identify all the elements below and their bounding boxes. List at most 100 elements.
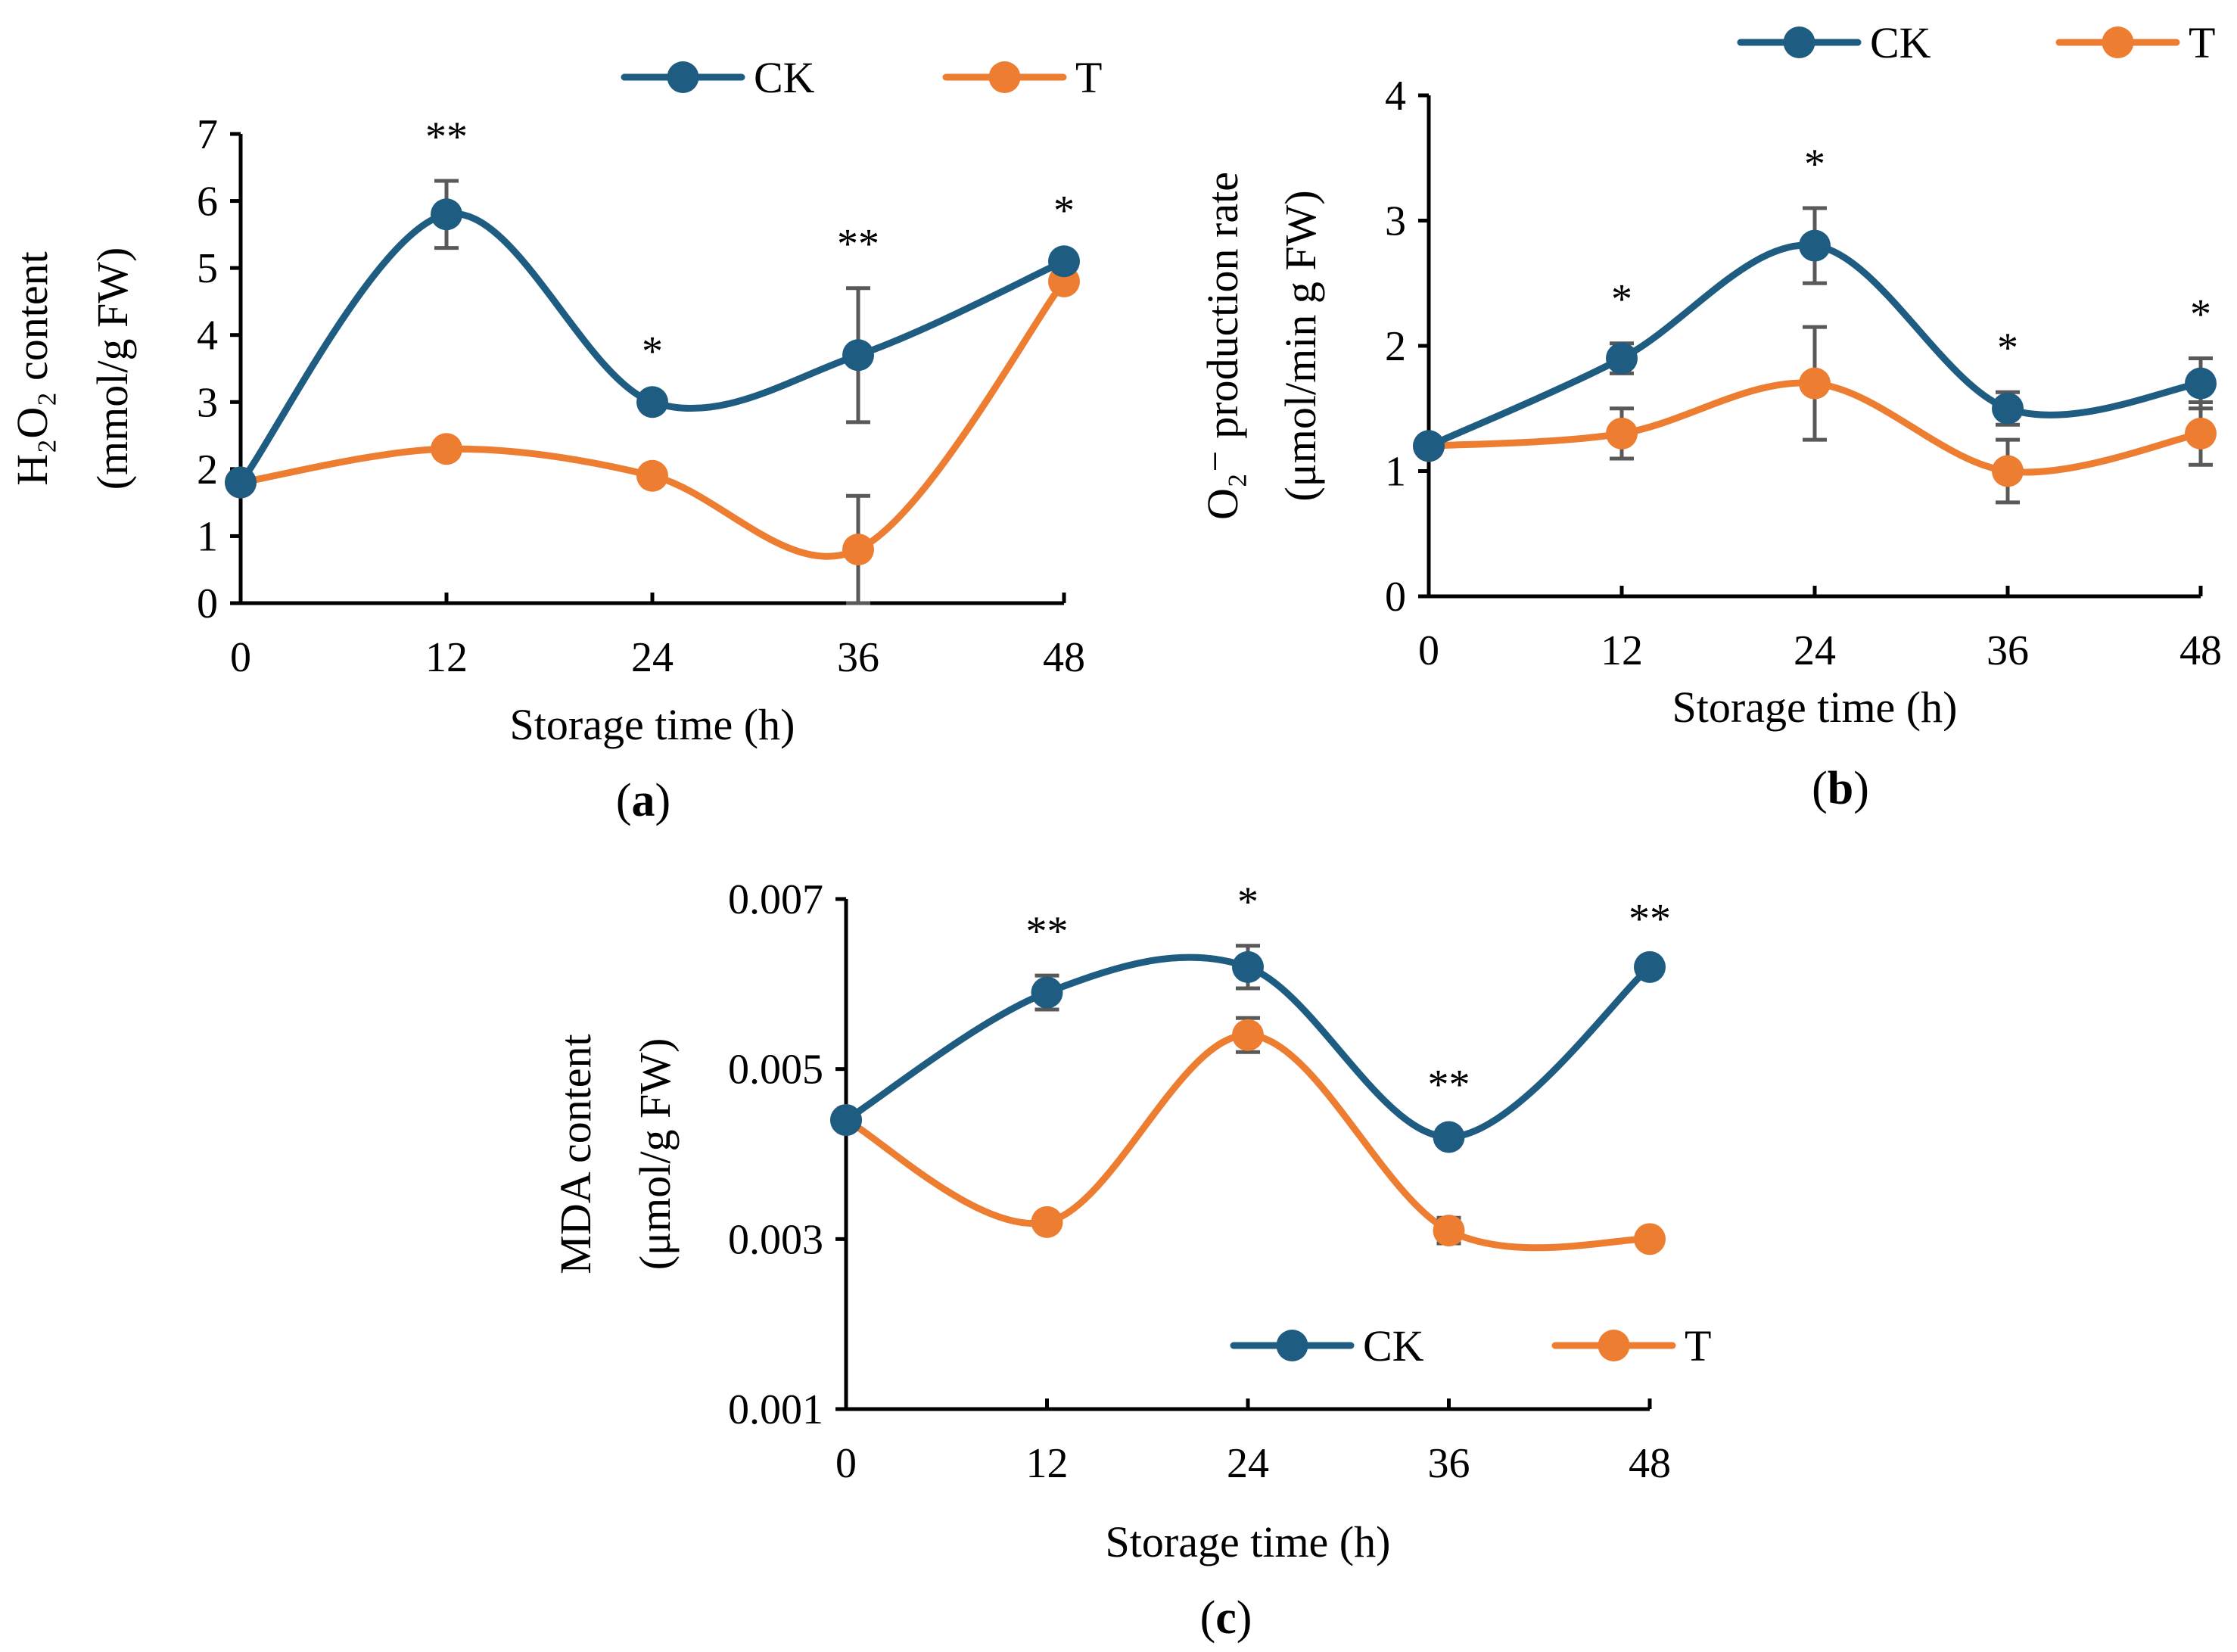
y-tick-label: 0.007 (728, 876, 823, 923)
significance-marker: * (2190, 291, 2211, 338)
chart-c: 0.001 0.003 0.005 0.007 0 12 24 36 48 Storage tim… (551, 876, 1711, 1644)
x-tick-label: 12 (425, 634, 468, 681)
data-point-ck (1799, 229, 1831, 262)
x-tick-label: 48 (1629, 1440, 1671, 1487)
x-axis-title: Storage time (h) (510, 700, 795, 749)
y-tick-label: 0 (197, 580, 218, 627)
data-point-t (1232, 1019, 1264, 1051)
legend-label-t: T (2189, 18, 2215, 67)
data-point-ck (830, 1104, 862, 1137)
data-point-t (1634, 1223, 1666, 1255)
y-axis-title-line2: (μmol/min g FW) (1276, 190, 1325, 501)
y-tick-label: 0.003 (728, 1216, 823, 1263)
significance-marker: ** (1629, 895, 1671, 942)
series-ck (1413, 206, 2217, 462)
y-tick-label: 4 (1385, 73, 1406, 120)
series-ck (225, 179, 1080, 499)
y-tick-label: 1 (1385, 449, 1406, 496)
y-axis-title-line1: O₂⁻ production rate (1198, 172, 1247, 520)
y-tick-label: 3 (1385, 198, 1406, 245)
x-tick-label: 12 (1026, 1440, 1069, 1487)
data-point-ck (1413, 430, 1445, 462)
significance-marker: ** (425, 114, 468, 160)
x-tick-label: 0 (1418, 627, 1439, 674)
y-axis-title-line2: (mmol/g FW) (88, 247, 137, 490)
legend-marker-t (1598, 1330, 1630, 1361)
significance-marker: * (642, 328, 663, 375)
series-line-t (842, 1031, 1654, 1252)
legend-marker-t (988, 61, 1021, 93)
x-tick-label: 48 (1043, 634, 1085, 681)
significance-marker: * (1237, 879, 1259, 926)
y-tick-label: 0.001 (728, 1386, 823, 1433)
y-tick-label: 0.005 (728, 1047, 823, 1094)
data-point-t (1606, 417, 1638, 450)
panel-label: (b) (1812, 763, 1869, 814)
x-tick-label: 24 (1794, 627, 1836, 674)
legend-marker-ck (667, 61, 699, 93)
significance-marker: * (1611, 276, 1632, 323)
data-point-ck (1992, 392, 2024, 425)
data-point-ck (225, 466, 257, 499)
significance-marker: ** (837, 221, 879, 268)
x-tick-label: 12 (1601, 627, 1643, 674)
significance-marker: * (1804, 141, 1825, 188)
legend: CK T (1737, 18, 2215, 67)
data-point-ck (842, 339, 874, 372)
series-ck (830, 944, 1666, 1153)
legend-marker-ck (1276, 1330, 1308, 1361)
y-tick-label: 3 (197, 379, 218, 426)
x-tick-label: 0 (230, 634, 251, 681)
series-line-ck (842, 954, 1654, 1140)
series-t (830, 1016, 1666, 1255)
y-axis-title-line2: (μmol/g FW) (630, 1038, 680, 1271)
x-tick-label: 36 (837, 634, 879, 681)
legend-label-ck: CK (1870, 18, 1931, 67)
data-point-t (1031, 1206, 1063, 1238)
legend: CK T (621, 53, 1102, 102)
significance-marker: ** (1428, 1061, 1470, 1108)
data-point-ck (431, 198, 462, 231)
y-tick-label: 5 (197, 245, 218, 292)
y-axis-title-line1: H₂O₂ content (8, 251, 57, 485)
legend: CK T (1230, 1321, 1711, 1370)
data-point-t (1799, 367, 1831, 400)
data-point-t (842, 534, 874, 566)
legend-marker-t (2102, 26, 2134, 58)
x-tick-label: 36 (1428, 1440, 1470, 1487)
data-point-t (1433, 1215, 1465, 1247)
legend-label-t: T (1685, 1321, 1711, 1370)
data-point-t (431, 433, 462, 465)
legend-marker-ck (1783, 26, 1815, 58)
x-tick-label: 24 (1227, 1440, 1269, 1487)
significance-marker: * (1997, 325, 2018, 372)
y-tick-label: 2 (1385, 323, 1406, 370)
y-tick-label: 0 (1385, 574, 1406, 621)
x-tick-label: 24 (631, 634, 674, 681)
data-point-t (2185, 417, 2217, 450)
y-tick-label: 2 (197, 446, 218, 493)
legend-label-t: T (1075, 53, 1102, 102)
y-tick-label: 7 (197, 111, 218, 158)
panel-label: (a) (616, 775, 670, 826)
y-axis-title-line1: MDA content (551, 1034, 600, 1274)
legend-label-ck: CK (754, 53, 815, 102)
x-axis-title: Storage time (h) (1106, 1517, 1391, 1566)
data-point-ck (2185, 367, 2217, 400)
x-tick-label: 36 (1987, 627, 2029, 674)
data-point-ck (1634, 950, 1666, 983)
data-point-t (636, 459, 668, 492)
series-line-ck (237, 210, 1068, 487)
data-point-ck (1606, 342, 1638, 375)
data-point-ck (1433, 1121, 1465, 1153)
significance-marker: * (1053, 187, 1075, 234)
data-point-ck (636, 386, 668, 418)
y-tick-label: 4 (197, 313, 218, 359)
series-t (225, 265, 1080, 605)
series-t (1413, 325, 2217, 505)
x-tick-label: 0 (835, 1440, 857, 1487)
x-tick-label: 48 (2179, 627, 2222, 674)
